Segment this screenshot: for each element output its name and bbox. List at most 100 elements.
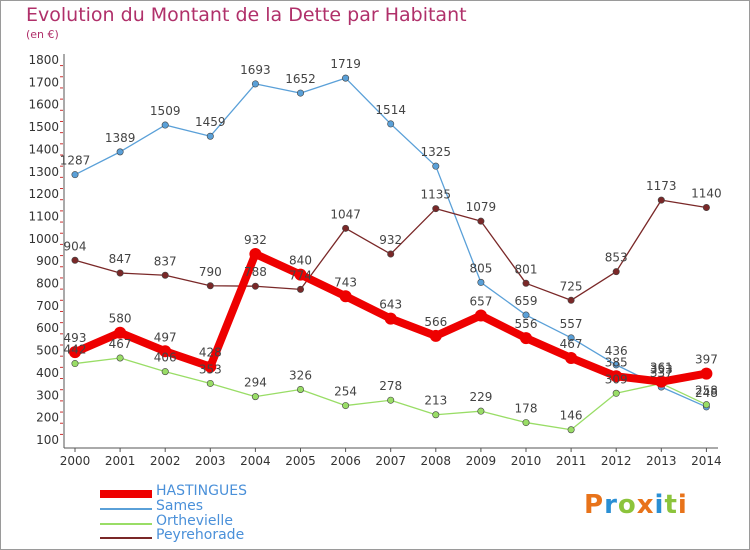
data-label: 1389 [105,131,136,145]
x-tick-label: 2009 [466,454,497,468]
data-point [294,268,307,281]
y-tick-label: 1100 [28,209,59,223]
data-label: 385 [605,355,628,369]
data-point [387,120,395,128]
x-tick-label: 2006 [330,454,361,468]
data-label: 1514 [375,103,406,117]
data-label: 725 [560,279,583,293]
unit-label: (en €) [26,28,59,41]
data-point [655,375,668,388]
data-point [387,250,395,258]
x-tick-label: 2010 [511,454,542,468]
legend-swatch [100,537,152,539]
x-tick-label: 2013 [646,454,677,468]
data-point [387,396,395,404]
data-point [702,401,710,409]
data-label: 1173 [646,179,677,193]
data-label: 790 [199,265,222,279]
legend-label: Sames [156,498,204,514]
data-point [251,393,259,401]
data-point [612,361,620,369]
data-label: 428 [199,346,222,360]
data-point [432,162,440,170]
y-tick-label: 700 [36,299,59,313]
x-tick-label: 2014 [691,454,722,468]
data-point [432,205,440,213]
data-point [339,290,352,303]
data-label: 657 [469,294,492,308]
data-label: 229 [469,390,492,404]
y-tick-label: 1400 [28,142,59,156]
x-tick-label: 2003 [195,454,226,468]
y-tick-label: 1200 [28,187,59,201]
x-tick-label: 2001 [105,454,136,468]
data-label: 556 [515,317,538,331]
data-point [206,379,214,387]
data-label: 904 [64,239,87,253]
data-point [657,196,665,204]
data-label: 258 [695,384,718,398]
y-tick-label: 1000 [28,232,59,246]
proxiti-logo: Proxiti [584,490,688,520]
data-label: 361 [650,361,673,375]
data-label: 254 [334,385,357,399]
data-point [474,309,487,322]
data-point [522,311,530,319]
data-label: 248 [695,386,718,400]
data-label: 1079 [466,200,497,214]
data-point [251,80,259,88]
data-point [161,271,169,279]
y-tick-label: 400 [36,366,59,380]
data-label: 178 [515,402,538,416]
x-tick-label: 2007 [375,454,406,468]
data-point [429,329,442,342]
y-tick-label: 1600 [28,98,59,112]
data-label: 659 [515,294,538,308]
legend-swatch [100,508,152,510]
data-point [204,360,217,373]
y-axis-ticks: 1800 1700 1600 1500 1400 1300 1200 1100 1000 900 8… [28,53,59,447]
data-label: 442 [64,343,87,357]
data-point [477,407,485,415]
data-point [116,354,124,362]
data-label: 643 [379,298,402,312]
data-point [71,360,79,368]
logo-letter: o [617,490,637,520]
data-point [206,132,214,140]
data-label: 1140 [691,187,722,201]
chart-title: Evolution du Montant de la Dette par Hab… [26,4,467,26]
data-point [69,346,81,359]
x-tick-label: 2002 [150,454,181,468]
data-label: 1135 [421,188,452,202]
logo-letter: x [636,490,655,520]
data-label: 467 [109,337,132,351]
data-label: 1459 [195,115,226,129]
legend-label: Orthevielle [156,513,233,529]
data-label: 1325 [421,145,452,159]
y-tick-label: 900 [36,254,59,268]
data-label: 1719 [330,57,361,71]
data-point [520,332,532,345]
data-point [206,282,214,290]
series-layer [69,74,713,434]
data-label: 436 [605,344,628,358]
data-point [702,204,710,212]
data-label: 467 [560,337,583,351]
data-point [159,345,172,358]
data-label: 309 [605,372,628,386]
logo-letter: P [584,490,605,520]
data-label: 337 [650,366,673,380]
y-tick-label: 200 [36,411,59,425]
data-label: 801 [515,262,538,276]
data-point [565,351,578,364]
data-point [342,402,350,410]
data-point [384,312,397,325]
data-point [161,121,169,129]
data-point [700,367,713,380]
data-label: 580 [109,312,132,326]
data-label: 294 [244,376,267,390]
data-label: 326 [289,368,312,382]
logo-letter: r [604,490,618,520]
y-tick-label: 1700 [28,75,59,89]
